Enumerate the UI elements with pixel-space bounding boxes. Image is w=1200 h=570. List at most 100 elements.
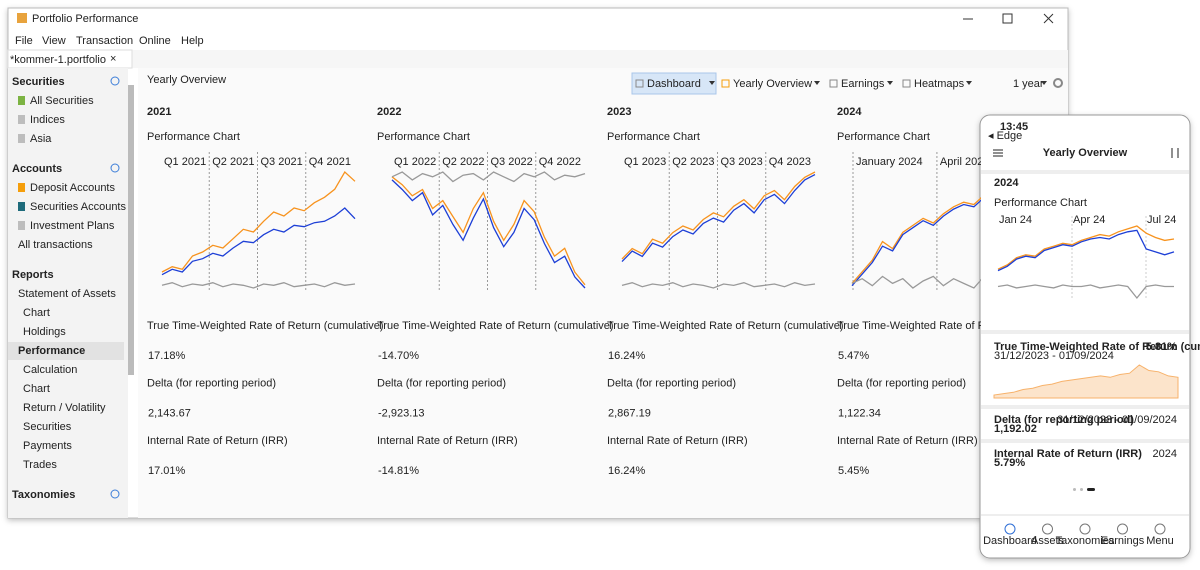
year-heading: 2022 [377, 106, 401, 118]
dropdown-arrow[interactable] [887, 81, 893, 85]
tab-icon[interactable] [1154, 523, 1166, 535]
series-line [391, 171, 586, 183]
filter-icon[interactable] [1171, 148, 1179, 158]
sidebar-item[interactable]: Indices [30, 114, 65, 126]
app-icon [17, 13, 27, 23]
section-title[interactable]: Taxonomies [12, 489, 75, 501]
toolbar-button[interactable]: Yearly Overview [733, 78, 812, 90]
series-line [161, 207, 356, 276]
selection [8, 342, 124, 360]
dropdown-arrow[interactable] [1041, 81, 1047, 85]
period-label: Jan 24 [999, 214, 1032, 226]
sidebar-item[interactable]: Holdings [23, 326, 66, 338]
tab-label[interactable]: Menu [1146, 535, 1174, 547]
page-dot[interactable] [1087, 488, 1095, 491]
toolbar-button[interactable]: 1 year [1013, 78, 1044, 90]
tab-close[interactable]: × [110, 53, 116, 65]
sidebar-item[interactable]: Securities [23, 421, 72, 433]
metric-label: True Time-Weighted Rate of Return (cum… [994, 341, 1200, 353]
sidebar-item[interactable]: Return / Volatility [23, 402, 106, 414]
menu-item[interactable]: Help [181, 35, 204, 47]
sidebar-item[interactable]: Securities Accounts [30, 201, 126, 213]
settings[interactable] [1053, 78, 1063, 88]
add-button[interactable] [110, 489, 120, 499]
menu-item[interactable]: Transaction [76, 35, 133, 47]
sidebar-item[interactable]: Investment Plans [30, 220, 115, 232]
section-title[interactable]: Reports [12, 269, 54, 281]
metric-note: 2024 [1153, 448, 1177, 460]
period-label: April 2024 [940, 156, 990, 168]
metric-value: 16.24% [608, 465, 646, 477]
add-button[interactable] [110, 76, 120, 86]
series-line [161, 282, 356, 289]
metric-value: 5.81% [1146, 341, 1177, 353]
phone-title: Yearly Overview [1043, 147, 1128, 159]
metric-label: True Time-Weighted Rate of Return (cumul… [377, 320, 614, 332]
sidebar-item[interactable]: All transactions [18, 239, 93, 251]
metric-value: 2,867.19 [608, 407, 651, 419]
sidebar-item[interactable]: All Securities [30, 95, 94, 107]
tab-icon[interactable] [1004, 523, 1016, 535]
tab-icon[interactable] [1079, 523, 1091, 535]
metric-value: 5.47% [838, 350, 869, 362]
metric-value: -2,923.13 [378, 407, 424, 419]
tab-label[interactable]: Earnings [1101, 535, 1145, 547]
sidebar-item[interactable]: Performance [18, 345, 85, 357]
page-dot[interactable] [1080, 488, 1083, 491]
sidebar-item[interactable]: Deposit Accounts [30, 182, 115, 194]
close[interactable] [1043, 13, 1054, 24]
tab-label[interactable]: Dashboard [983, 535, 1037, 547]
toolbar-button[interactable]: Dashboard [647, 78, 701, 90]
metric-value: 16.24% [608, 350, 646, 362]
dropdown-arrow[interactable] [709, 81, 715, 85]
phone-back[interactable]: ◂ Edge [988, 130, 1022, 142]
hamburger[interactable] [993, 149, 1003, 157]
toolbar-button[interactable]: Heatmaps [914, 78, 965, 90]
sidebar-item[interactable]: Statement of Assets [18, 288, 116, 300]
period-label: Q1 2023 [624, 156, 666, 168]
period-label: Q3 2021 [261, 156, 303, 168]
add-button[interactable] [110, 163, 120, 173]
dropdown-arrow[interactable] [966, 81, 972, 85]
sidebar-item[interactable]: Asia [30, 133, 52, 145]
menu-item[interactable]: View [42, 35, 66, 47]
phone-time: 13:45 [1000, 121, 1028, 133]
phone-chart-title: Performance Chart [994, 197, 1087, 209]
metric-label: Internal Rate of Return (IRR) [377, 435, 518, 447]
button-icon [635, 79, 644, 88]
metric-value: 1,122.34 [838, 407, 881, 419]
dropdown-arrow[interactable] [814, 81, 820, 85]
period-label: Q2 2023 [672, 156, 714, 168]
metric-value: 17.01% [148, 465, 186, 477]
toolbar-button[interactable]: Earnings [841, 78, 885, 90]
series-line [621, 171, 816, 260]
metric-label: Delta (for reporting period) [994, 414, 1134, 426]
menu-item[interactable]: Online [139, 35, 171, 47]
tab-icon[interactable] [1117, 523, 1128, 535]
item-icon [18, 202, 25, 211]
sidebar-item[interactable]: Payments [23, 440, 72, 452]
sidebar-item[interactable]: Calculation [23, 364, 77, 376]
divider [981, 170, 1189, 174]
section-title[interactable]: Accounts [12, 163, 62, 175]
menu-item[interactable]: File [15, 35, 33, 47]
maximize[interactable] [1002, 13, 1013, 24]
metric-label: Internal Rate of Return (IRR) [994, 448, 1142, 460]
tab-label[interactable]: *kommer-1.portfolio [10, 54, 106, 66]
tab-label[interactable]: Assets [1031, 535, 1065, 547]
tab-label[interactable]: Taxonomies [1056, 535, 1115, 547]
main-panel [138, 68, 1068, 518]
metric-label: Internal Rate of Return (IRR) [837, 435, 978, 447]
period-label: Q4 2022 [539, 156, 581, 168]
period-label: Q1 2021 [164, 156, 206, 168]
page-dot[interactable] [1073, 488, 1076, 491]
section-title[interactable]: Securities [12, 76, 65, 88]
sidebar-item[interactable]: Trades [23, 459, 57, 471]
sidebar-item[interactable]: Chart [23, 383, 50, 395]
divider [981, 439, 1189, 443]
sidebar-item[interactable]: Chart [23, 307, 50, 319]
period-label: Jul 24 [1147, 214, 1176, 226]
period-label: Q3 2022 [491, 156, 533, 168]
tab-icon[interactable] [1042, 523, 1053, 535]
